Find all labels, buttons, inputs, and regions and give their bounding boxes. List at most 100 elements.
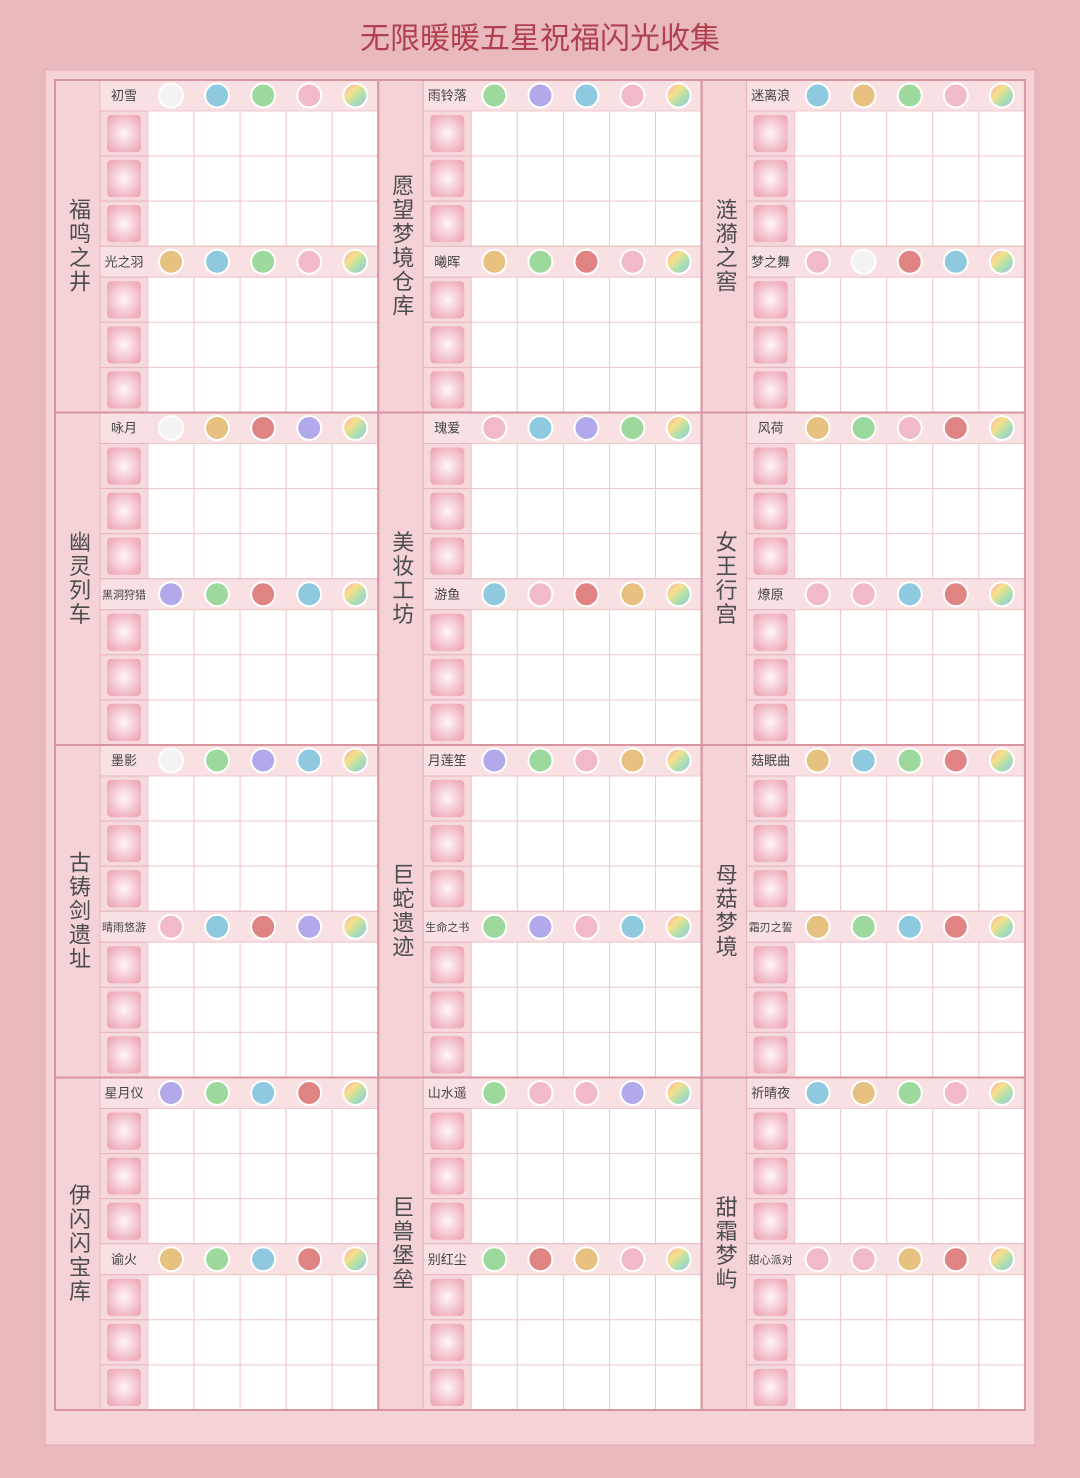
- orb: [942, 1246, 969, 1273]
- check-cell: [932, 110, 980, 157]
- check-cell: [470, 775, 518, 822]
- orb: [481, 913, 508, 940]
- check-cell: [932, 1319, 980, 1366]
- check-cell: [285, 941, 333, 988]
- orb: [342, 1080, 369, 1106]
- check-cell: [285, 533, 333, 580]
- item-icon: [753, 1323, 788, 1361]
- item-icon: [107, 1112, 141, 1150]
- orb: [481, 248, 508, 275]
- orb: [665, 581, 692, 608]
- check-cell: [978, 1274, 1026, 1321]
- orb: [527, 913, 554, 940]
- set-name: 燎原: [758, 587, 784, 603]
- check-cell: [193, 1153, 241, 1200]
- check-cell: [470, 1319, 518, 1366]
- check-cell: [840, 533, 888, 580]
- region-label-cell: [54, 744, 101, 1078]
- check-cell: [239, 533, 287, 580]
- check-cell: [608, 775, 657, 822]
- check-cell: [840, 820, 888, 867]
- check-cell: [285, 1364, 333, 1411]
- check-cell: [655, 820, 703, 867]
- check-cell: [655, 1108, 703, 1155]
- orb: [250, 1246, 277, 1273]
- check-cell: [516, 654, 564, 701]
- check-cell: [794, 986, 842, 1033]
- check-cell: [978, 1031, 1026, 1078]
- orb: [804, 913, 831, 940]
- check-cell: [932, 775, 980, 822]
- item-icon: [107, 1036, 141, 1074]
- check-cell: [794, 200, 842, 247]
- check-cell: [840, 699, 888, 746]
- check-cell: [285, 1198, 333, 1245]
- item-icon: [107, 946, 141, 984]
- item-icon: [753, 613, 788, 651]
- item-icon: [753, 1036, 788, 1074]
- check-cell: [655, 1198, 703, 1245]
- check-cell: [331, 488, 379, 535]
- check-cell: [285, 775, 333, 822]
- orb: [804, 415, 831, 441]
- orb: [481, 82, 508, 109]
- check-cell: [932, 276, 980, 323]
- check-cell: [886, 609, 934, 656]
- check-cell: [193, 321, 241, 368]
- check-cell: [932, 488, 980, 535]
- check-cell: [516, 1364, 564, 1411]
- check-cell: [932, 321, 980, 368]
- check-cell: [932, 1153, 980, 1200]
- check-cell: [562, 820, 610, 867]
- check-cell: [147, 699, 195, 746]
- set-name: 瑰爱: [434, 421, 460, 437]
- orb: [896, 1080, 923, 1106]
- check-cell: [285, 699, 333, 746]
- check-cell: [655, 1364, 703, 1411]
- check-cell: [331, 1198, 379, 1245]
- check-cell: [331, 941, 379, 988]
- check-cell: [470, 533, 518, 580]
- check-cell: [285, 321, 333, 368]
- check-cell: [470, 110, 518, 157]
- orb: [573, 415, 600, 441]
- check-cell: [147, 488, 195, 535]
- check-cell: [470, 321, 518, 368]
- check-cell: [655, 110, 703, 157]
- item-icon: [430, 1202, 465, 1240]
- check-cell: [193, 1198, 241, 1245]
- check-cell: [470, 1364, 518, 1411]
- orb: [481, 747, 508, 774]
- check-cell: [516, 1319, 564, 1366]
- item-icon: [107, 870, 141, 908]
- check-cell: [147, 276, 195, 323]
- check-cell: [840, 1108, 888, 1155]
- orb: [896, 1246, 923, 1273]
- check-cell: [932, 699, 980, 746]
- item-icon: [430, 613, 465, 651]
- check-cell: [886, 155, 934, 202]
- region-name: 涟漪之窖: [712, 198, 738, 294]
- check-cell: [193, 1319, 241, 1366]
- check-cell: [562, 1364, 610, 1411]
- orb: [158, 1246, 185, 1273]
- check-cell: [794, 1198, 842, 1245]
- check-cell: [147, 609, 195, 656]
- item-icon: [753, 160, 788, 198]
- set-header: [746, 1243, 1026, 1276]
- check-cell: [655, 488, 703, 535]
- orb: [942, 415, 969, 441]
- check-cell: [562, 200, 610, 247]
- orb: [942, 1080, 969, 1106]
- orb: [665, 248, 692, 275]
- set-header: [746, 744, 1026, 777]
- orb: [942, 581, 969, 608]
- check-cell: [840, 1031, 888, 1078]
- check-cell: [562, 775, 610, 822]
- check-cell: [932, 1198, 980, 1245]
- orb: [158, 415, 185, 441]
- check-cell: [886, 1108, 934, 1155]
- set-name: 祈晴夜: [751, 1087, 790, 1102]
- orb: [342, 581, 369, 608]
- check-cell: [886, 775, 934, 822]
